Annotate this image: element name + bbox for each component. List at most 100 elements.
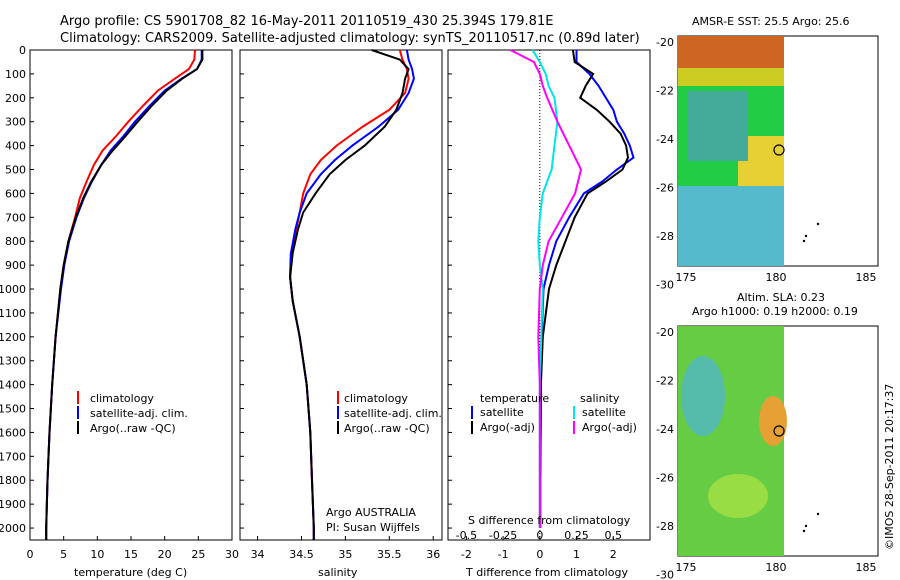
depth-tick-label: 1200	[0, 331, 26, 344]
depth-tick-label: 2000	[0, 522, 26, 535]
map-mid-region	[708, 474, 768, 518]
credit-argo-australia: Argo AUSTRALIA	[326, 506, 416, 519]
depth-tick-label: 200	[5, 92, 26, 105]
series-line-satellite-adj-clim-	[45, 50, 203, 540]
lat-tick-label: -22	[656, 85, 674, 98]
depth-tick-label: 400	[5, 140, 26, 153]
salinity-legend: climatology satellite-adj. clim. Argo(..…	[326, 391, 442, 534]
salinity-panel-frame	[239, 49, 443, 541]
s-series-line-satellite	[531, 49, 559, 528]
depth-tick-label: 1100	[0, 307, 26, 320]
x-tick-label: -2	[461, 548, 472, 561]
argo-location-marker	[773, 144, 785, 156]
salinity-xlabel: salinity	[318, 566, 358, 579]
x-tick-label: 15	[124, 548, 138, 561]
lat-tick-label: -26	[656, 472, 674, 485]
depth-tick-label: 1000	[0, 283, 26, 296]
depth-tick-label: 1300	[0, 355, 26, 368]
map-cool-region	[678, 186, 784, 266]
series-line-satellite	[539, 50, 635, 528]
lat-tick-label: -24	[656, 133, 674, 146]
depth-tick-label: 1400	[0, 379, 26, 392]
credit-pi: PI: Susan Wijffels	[326, 521, 420, 534]
x-tick-label: 1	[573, 548, 580, 561]
legend-s-satellite-label: satellite	[582, 406, 626, 419]
island-dot	[802, 529, 806, 533]
depth-tick-label: 300	[5, 116, 26, 129]
sla-map-title-2: Argo h1000: 0.19 h2000: 0.19	[692, 305, 858, 318]
copyright-stamp: ©IMOS 28-Sep-2011 20:17:37	[883, 384, 896, 550]
map-low-region	[681, 356, 725, 436]
legend-argo-label: Argo(..raw -QC)	[90, 422, 176, 435]
map-mid-region	[678, 68, 784, 86]
depth-tick-label: 900	[5, 259, 26, 272]
x-tick-label: 34	[251, 548, 265, 561]
legend-salinity-heading: salinity	[580, 392, 620, 405]
depth-tick-label: 700	[5, 211, 26, 224]
x-tick-label: 35.5	[377, 548, 402, 561]
island-dot	[816, 222, 820, 226]
sla-map-title-1: Altim. SLA: 0.23	[737, 291, 825, 304]
lon-tick-label: 185	[856, 271, 877, 284]
depth-tick-label: 1900	[0, 498, 26, 511]
s-tick-label: -0.5	[456, 529, 477, 542]
x-tick-label: 36	[426, 548, 440, 561]
lat-tick-label: -24	[656, 423, 674, 436]
series-line-satellite-adj-clim-	[289, 49, 415, 540]
legend-satellite-label: satellite-adj. clim.	[90, 407, 188, 420]
difference-xlabel: T difference from climatology	[465, 566, 628, 579]
depth-tick-label: 600	[5, 187, 26, 200]
legend-climatology-label: climatology	[344, 392, 408, 405]
legend-satellite-label: satellite-adj. clim.	[344, 407, 442, 420]
x-tick-label: 30	[225, 548, 239, 561]
depth-tick-label: 1600	[0, 426, 26, 439]
depth-tick-label: 100	[5, 68, 26, 81]
lat-tick-label: -28	[656, 520, 674, 533]
depth-tick-label: 800	[5, 235, 26, 248]
salinity-plot: 34 34.5 35 35.5 36	[251, 49, 440, 561]
map-high-region	[759, 396, 787, 446]
difference-legend: temperature satellite Argo(-adj) salinit…	[468, 392, 637, 527]
x-tick-label: 5	[60, 548, 67, 561]
series-line-climatology	[45, 49, 196, 540]
x-tick-label: 25	[191, 548, 205, 561]
lat-tick-label: -30	[656, 279, 674, 292]
difference-plot: -2 -1 0 1 2 -0.5 -0.25 0 0.25 0.5	[456, 49, 635, 561]
lat-tick-label: -26	[656, 182, 674, 195]
lat-tick-label: -20	[656, 36, 674, 49]
s-tick-label: 0	[536, 529, 543, 542]
x-tick-label: 0	[536, 548, 543, 561]
lon-tick-label: 180	[766, 561, 787, 574]
depth-axis-ticks: 0 100 200 300 400 500 600 700 800 900 1000 1100 1200…	[0, 44, 452, 535]
depth-tick-label: 500	[5, 164, 26, 177]
s-difference-axis-label: S difference from climatology	[468, 514, 631, 527]
x-tick-label: 34.5	[289, 548, 314, 561]
temperature-xlabel: temperature (deg C)	[74, 566, 187, 579]
depth-tick-label: 1800	[0, 474, 26, 487]
s-series-line-argo	[509, 49, 583, 528]
lat-tick-label: -22	[656, 375, 674, 388]
s-tick-label: -0.25	[489, 529, 517, 542]
s-tick-label: 0.25	[564, 529, 589, 542]
series-line-climatology	[289, 49, 410, 540]
x-tick-label: 35	[338, 548, 352, 561]
map-speckled-region	[688, 91, 748, 161]
legend-temperature-heading: temperature	[480, 392, 549, 405]
legend-climatology-label: climatology	[90, 392, 154, 405]
argo-location-marker	[773, 425, 785, 437]
legend-s-argo-label: Argo(-adj)	[582, 421, 637, 434]
island-dot	[802, 239, 806, 243]
temperature-plot: 0 5 10 15 20 25 30	[27, 49, 239, 561]
series-line-argo-raw-qc-	[289, 49, 410, 540]
lon-tick-label: 185	[856, 561, 877, 574]
difference-panel-frame	[447, 49, 651, 541]
header-line-2: Climatology: CARS2009. Satellite-adjuste…	[60, 31, 640, 46]
temperature-legend: climatology satellite-adj. clim. Argo(..…	[77, 391, 188, 435]
legend-argo-label: Argo(..raw -QC)	[344, 422, 430, 435]
x-tick-label: 0	[27, 548, 34, 561]
depth-tick-label: 0	[19, 44, 26, 57]
x-tick-label: 20	[158, 548, 172, 561]
series-line-argo-adj-	[539, 49, 630, 528]
